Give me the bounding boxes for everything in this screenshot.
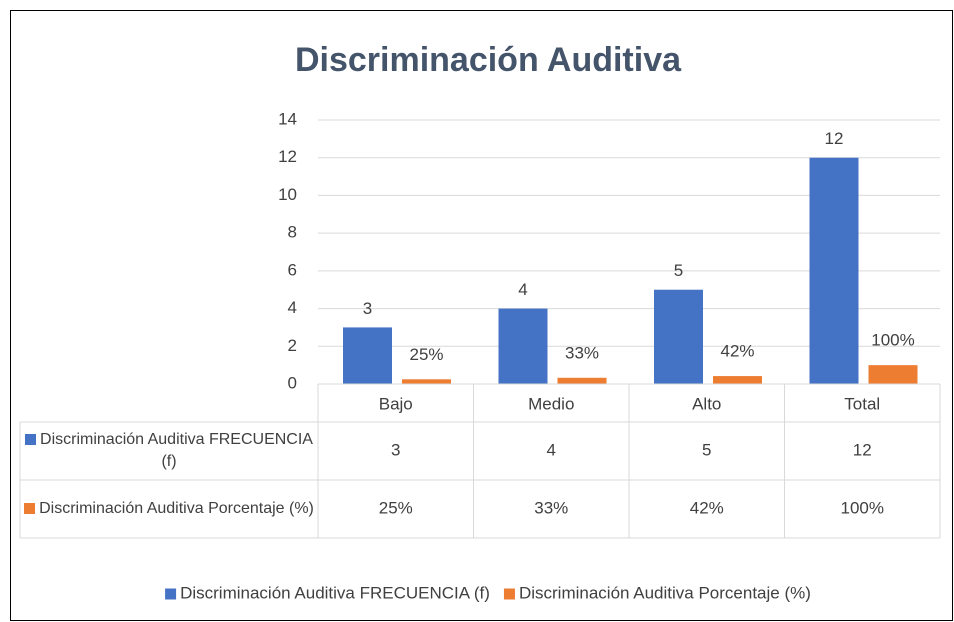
bar [343, 327, 392, 384]
chart-title: Discriminación Auditiva [295, 41, 682, 79]
y-tick-label: 0 [288, 373, 297, 392]
y-tick-label: 14 [278, 109, 297, 128]
row-header-text: Discriminación Auditiva FRECUENCIA (f) [22, 422, 316, 480]
y-tick-label: 8 [288, 223, 297, 242]
table-cell: 12 [853, 440, 872, 459]
y-tick-label: 12 [278, 147, 297, 166]
bar [809, 157, 859, 384]
row-header-label: Discriminación Auditiva FRECUENCIA (f) [22, 429, 316, 473]
legend-swatch [165, 588, 177, 600]
row-header: Discriminación Auditiva FRECUENCIA (f) [22, 422, 316, 480]
table-cell: 3 [391, 440, 400, 459]
table-cell: 25% [379, 498, 413, 517]
legend-label: Discriminación Auditiva Porcentaje (%) [519, 583, 811, 602]
table-cell: 5 [702, 440, 711, 459]
row-header: Discriminación Auditiva Porcentaje (%) [22, 480, 316, 538]
legend-swatch [25, 434, 37, 445]
row-header-text: Discriminación Auditiva Porcentaje (%) [22, 480, 316, 538]
row-name: Discriminación Auditiva Porcentaje (%) [39, 500, 314, 517]
data-label: 42% [720, 342, 754, 361]
data-label: 5 [674, 261, 683, 280]
row-header-label: Discriminación Auditiva Porcentaje (%) [24, 498, 314, 520]
table-cell: 42% [690, 498, 724, 517]
data-label: 100% [871, 331, 914, 350]
data-label: 33% [565, 343, 599, 362]
table-cell: 100% [841, 498, 884, 517]
table-cell: 4 [547, 440, 556, 459]
x-tick-label: Total [844, 394, 880, 413]
legend-swatch [24, 503, 36, 514]
legend: Discriminación Auditiva FRECUENCIA (f) Di… [165, 583, 811, 602]
x-tick-label: Bajo [379, 394, 413, 413]
y-tick-label: 10 [278, 185, 297, 204]
data-label: 12 [825, 129, 844, 148]
y-tick-label: 2 [288, 336, 297, 355]
bar [402, 379, 451, 384]
bar [713, 376, 762, 384]
bar [498, 308, 548, 384]
y-tick-label: 4 [288, 298, 297, 317]
y-tick-label: 6 [288, 260, 297, 279]
x-tick-label: Medio [528, 394, 574, 413]
legend-label: Discriminación Auditiva FRECUENCIA (f) [180, 583, 490, 602]
x-tick-label: Alto [692, 394, 721, 413]
table-cell: 33% [534, 498, 568, 517]
data-label: 3 [363, 299, 372, 318]
bar [868, 365, 918, 384]
data-label: 25% [409, 345, 443, 364]
legend-swatch [503, 588, 515, 600]
chart-frame [10, 10, 953, 621]
data-label: 4 [518, 280, 527, 299]
bar [557, 377, 607, 384]
bar [654, 289, 703, 384]
row-name: Discriminación Auditiva FRECUENCIA (f) [40, 431, 313, 470]
